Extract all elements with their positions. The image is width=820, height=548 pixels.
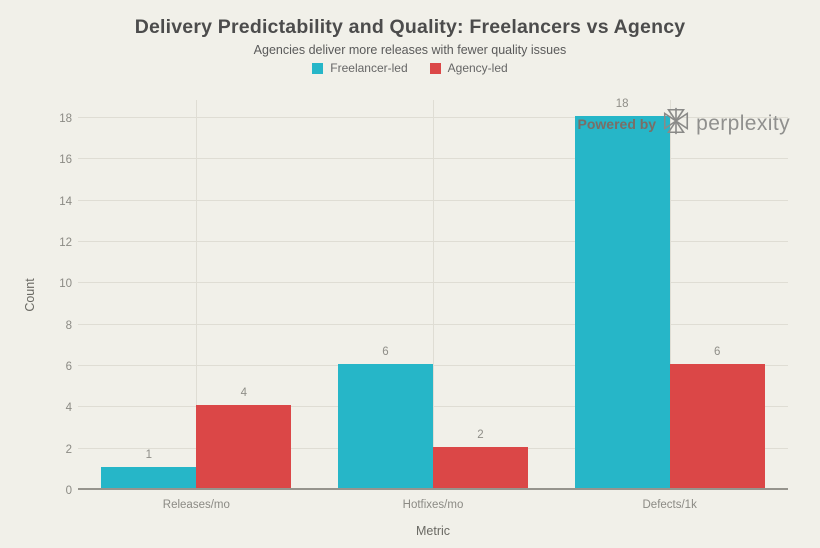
perplexity-logo-icon: [661, 106, 691, 141]
y-tick-label: 2: [65, 443, 72, 456]
y-tick-label: 18: [59, 113, 72, 125]
y-tick-label: 10: [59, 278, 72, 291]
legend-label: Agency-led: [447, 61, 508, 75]
y-tick-label: 8: [65, 319, 72, 332]
v-gridline: [669, 100, 671, 490]
x-axis-baseline: [78, 488, 788, 490]
legend-label: Freelancer-led: [330, 61, 408, 75]
bar-value-label: 6: [382, 346, 389, 358]
chart-legend: Freelancer-led Agency-led: [0, 61, 820, 75]
chart-title: Delivery Predictability and Quality: Fre…: [134, 16, 686, 38]
bar-value-label: 18: [615, 98, 629, 110]
legend-item-freelancer-led: Freelancer-led: [312, 61, 408, 75]
plot-area: 0 2 4 6 8 10 12 14 16 18 Releases/mo Hotfixes/mo Def…: [59, 98, 788, 511]
y-tick-label: 12: [59, 237, 72, 249]
bar-agency-led: [196, 405, 292, 488]
legend-swatch-icon: [312, 62, 324, 74]
perplexity-watermark: Powered by perplexity: [578, 106, 790, 141]
x-tick-label: Releases/mo: [162, 499, 230, 511]
bar-freelancer-led: [574, 116, 670, 488]
bar-value-label: 2: [477, 428, 484, 441]
bar-freelancer-led: [338, 364, 433, 488]
v-gridline: [433, 100, 434, 490]
legend-item-agency-led: Agency-led: [429, 61, 508, 75]
chart-subtitle: Agencies deliver more releases with fewe…: [253, 43, 567, 57]
bar-value-label: 1: [145, 449, 153, 462]
bar-value-label: 6: [713, 346, 721, 358]
x-tick-label: Defects/1k: [642, 499, 697, 511]
y-tick-label: 14: [59, 195, 72, 208]
bar-agency-led: [433, 446, 528, 488]
x-axis-title: Metric: [415, 524, 451, 538]
bar-value-label: 4: [240, 387, 248, 400]
legend-swatch-icon: [429, 62, 441, 74]
y-axis-title: Count: [23, 278, 37, 312]
x-tick-label: Hotfixes/mo: [402, 499, 464, 511]
y-tick-label: 4: [65, 402, 72, 415]
y-tick-label: 0: [65, 485, 72, 497]
watermark-prefix-text: Powered by: [577, 115, 657, 132]
bar-agency-led: [669, 364, 765, 488]
v-gridline: [196, 100, 198, 490]
watermark-brand-text: perplexity: [696, 111, 790, 135]
bar-freelancer-led: [101, 467, 197, 488]
y-tick-label: 16: [59, 154, 72, 167]
y-tick-label: 6: [65, 361, 72, 373]
